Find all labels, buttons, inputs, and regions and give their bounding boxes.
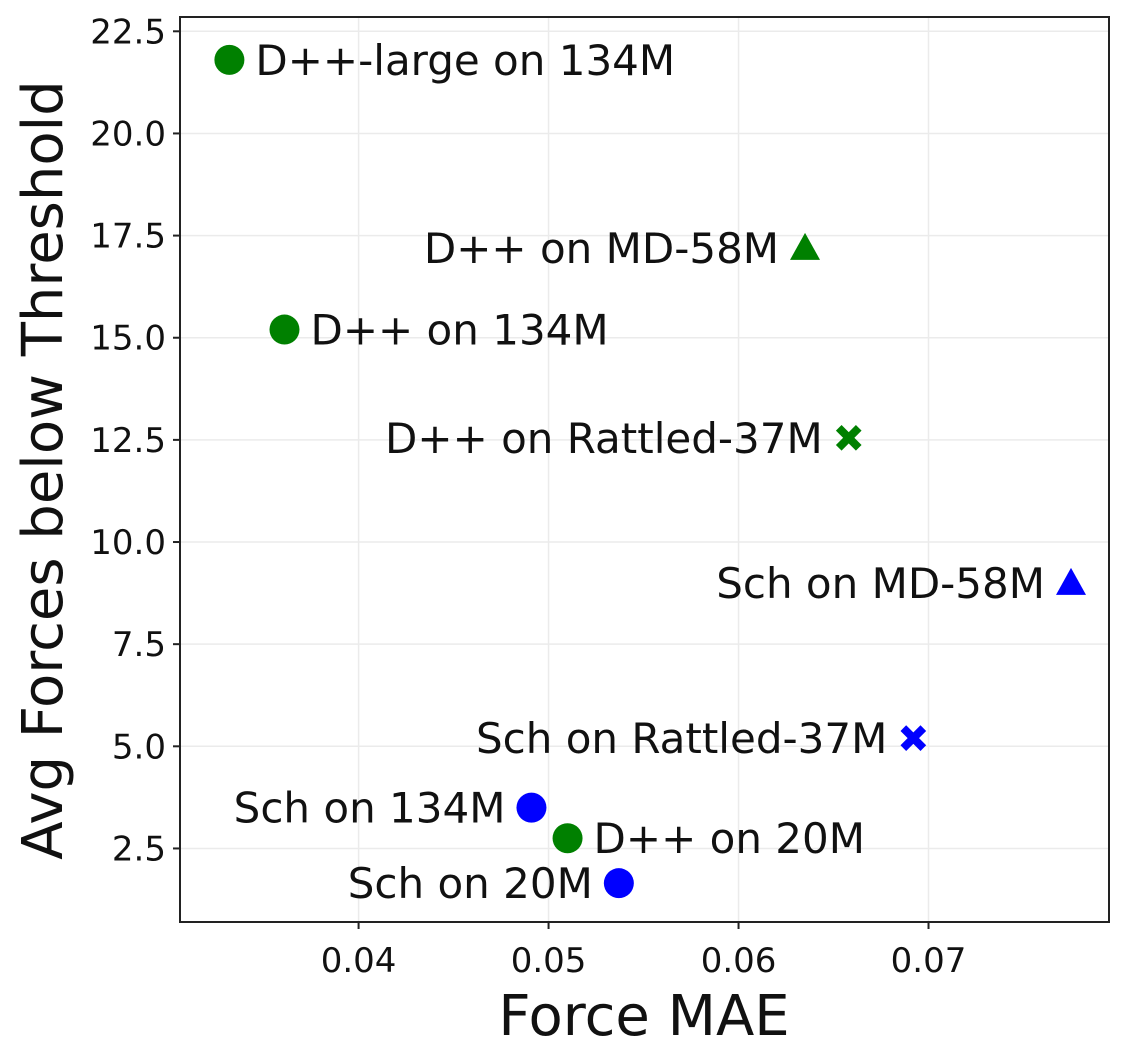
point-marker-circle — [214, 44, 245, 75]
y-tick-label: 5.0 — [112, 727, 166, 767]
point-marker-circle — [552, 823, 583, 854]
point-marker-triangle — [1056, 567, 1087, 595]
point-marker-circle — [269, 314, 300, 345]
point-label: D++ on Rattled-37M — [385, 414, 823, 463]
y-tick-label: 10.0 — [90, 523, 166, 563]
y-axis-label: Avg Forces below Threshold — [11, 80, 76, 859]
y-tick-label: 22.5 — [90, 12, 166, 52]
point-label: D++-large on 134M — [255, 36, 675, 85]
point-label: Sch on 20M — [348, 859, 593, 908]
point-label: Sch on 134M — [234, 784, 506, 833]
y-tick-label: 17.5 — [90, 217, 166, 257]
axis-ticks: 0.04 0.05 0.06 0.07 2.5 5.0 7.5 10.0 12.5 15.0 17.… — [90, 12, 966, 981]
point-label: D++ on 134M — [310, 306, 608, 355]
x-axis-label: Force MAE — [498, 984, 789, 1049]
point-label: D++ on 20M — [594, 814, 865, 863]
y-tick-label: 15.0 — [90, 319, 166, 359]
grid-lines — [180, 17, 1109, 922]
y-tick-label: 2.5 — [112, 829, 166, 869]
y-tick-label: 7.5 — [112, 625, 166, 665]
x-tick-label: 0.07 — [891, 941, 967, 981]
point-marker-circle — [516, 792, 547, 823]
data-points: D++-large on 134M D++ on MD-58M D++ on 134… — [214, 36, 1087, 908]
x-marker-stroke — [835, 425, 862, 451]
x-tick-label: 0.04 — [321, 941, 397, 981]
y-tick-label: 12.5 — [90, 421, 166, 461]
x-marker-stroke — [900, 725, 927, 751]
plot-frame — [179, 16, 1110, 923]
point-marker-circle — [603, 868, 634, 899]
x-tick-label: 0.06 — [701, 941, 777, 981]
x-tick-label: 0.05 — [511, 941, 587, 981]
point-marker-x — [900, 725, 927, 751]
point-label: Sch on Rattled-37M — [476, 714, 887, 763]
point-label: Sch on MD-58M — [716, 559, 1045, 608]
point-marker-x — [835, 425, 862, 451]
point-marker-triangle — [790, 232, 821, 260]
point-label: D++ on MD-58M — [424, 224, 779, 273]
y-tick-label: 20.0 — [90, 114, 166, 154]
